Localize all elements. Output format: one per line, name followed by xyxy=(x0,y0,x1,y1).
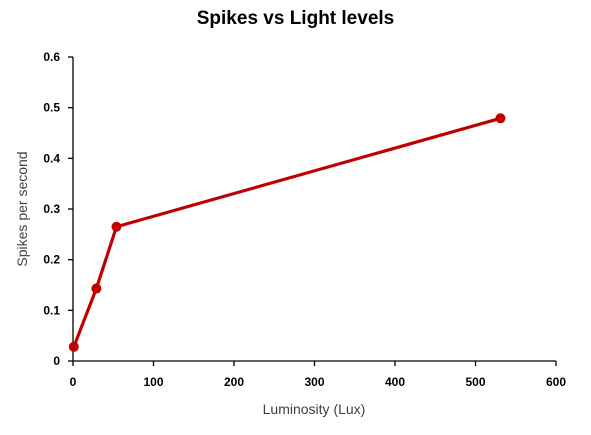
data-point xyxy=(111,221,122,232)
tick-labels: 0 100 200 300 400 500 600 0 0.1 0.2 0.3 0.4 0.5 0.6 xyxy=(43,50,566,389)
x-tick-label: 100 xyxy=(143,375,163,389)
x-tick-label: 400 xyxy=(385,375,405,389)
x-axis-title: Luminosity (Lux) xyxy=(263,401,366,417)
y-tick-label: 0.6 xyxy=(43,50,60,64)
x-tick-label: 0 xyxy=(70,375,77,389)
x-tick-label: 500 xyxy=(465,375,485,389)
ticks xyxy=(68,56,557,366)
y-tick-label: 0.5 xyxy=(43,101,60,115)
y-tick-label: 0.3 xyxy=(43,202,60,216)
y-tick-label: 0.2 xyxy=(43,253,60,267)
data-point xyxy=(495,113,506,124)
y-tick-label: 0 xyxy=(53,354,60,368)
chart-title: Spikes vs Light levels xyxy=(196,8,395,29)
series-group xyxy=(68,113,506,352)
y-tick-label: 0.1 xyxy=(43,303,60,317)
x-tick-label: 200 xyxy=(224,375,244,389)
axes xyxy=(72,57,556,362)
series-line xyxy=(72,116,503,349)
data-point xyxy=(68,341,79,352)
y-tick-label: 0.4 xyxy=(43,151,60,165)
data-point xyxy=(91,283,102,294)
x-tick-label: 300 xyxy=(304,375,324,389)
x-tick-label: 600 xyxy=(546,375,566,389)
y-axis-title: Spikes per second xyxy=(14,151,30,266)
